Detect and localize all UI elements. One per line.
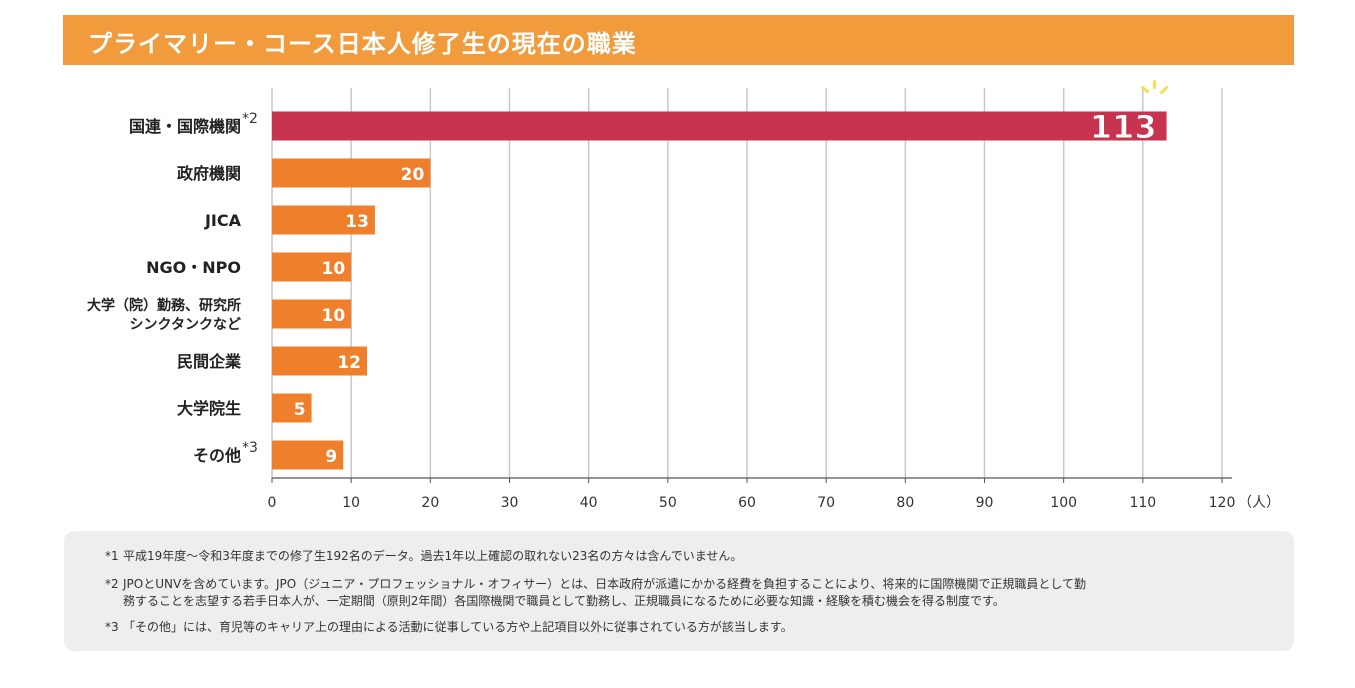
bar bbox=[272, 111, 1167, 141]
notes-box bbox=[64, 531, 1294, 651]
bar bbox=[272, 393, 312, 423]
category-label: 大学（院）勤務、研究所 bbox=[87, 297, 241, 314]
note-text: 「その他」には、育児等のキャリア上の理由による活動に従事している方や上記項目以外… bbox=[123, 620, 793, 634]
x-tick-label: 120 bbox=[1209, 495, 1236, 511]
bar bbox=[272, 158, 431, 188]
x-tick-label: 70 bbox=[817, 495, 835, 511]
x-tick-label: 110 bbox=[1129, 495, 1156, 511]
x-tick-label: 80 bbox=[896, 495, 914, 511]
highlight-burst bbox=[1160, 86, 1169, 94]
bar bbox=[272, 346, 367, 376]
bar-value-label: 113 bbox=[1090, 108, 1157, 146]
bar bbox=[272, 440, 344, 470]
note-mark: *2 bbox=[105, 577, 119, 591]
bar-value-label: 10 bbox=[321, 306, 345, 326]
bar bbox=[272, 299, 352, 329]
category-label: 大学院生 bbox=[177, 399, 241, 418]
bar-value-label: 9 bbox=[325, 447, 337, 467]
category-label: シンクタンクなど bbox=[130, 317, 241, 333]
x-tick-label: 30 bbox=[501, 495, 519, 511]
footnote-marker: *2 bbox=[242, 111, 258, 127]
bar-layer bbox=[272, 111, 1167, 470]
highlight-burst bbox=[1141, 86, 1150, 93]
note-text: 平成19年度〜令和3年度までの修了生192名のデータ。過去1年以上確認の取れない… bbox=[123, 549, 743, 563]
x-tick-label: 90 bbox=[976, 495, 994, 511]
footnote-marker: *3 bbox=[242, 440, 258, 456]
x-tick-label: 50 bbox=[659, 495, 677, 511]
note-mark: *1 bbox=[105, 549, 119, 563]
x-tick-label: 10 bbox=[342, 495, 360, 511]
category-label: 政府機関 bbox=[177, 164, 241, 183]
category-label: 民間企業 bbox=[177, 352, 242, 371]
bar-chart: 0 10 20 30 40 50 60 70 80 90 100 110 120 （人） 113 国連・国際機… bbox=[87, 80, 1280, 511]
bar bbox=[272, 252, 352, 282]
note-text-continued: 務することを志望する若手日本人が、一定期間（原則2年間）各国際機関で職員として勤… bbox=[123, 594, 1005, 608]
note-1: *1 平成19年度〜令和3年度までの修了生192名のデータ。過去1年以上確認の取れ… bbox=[105, 548, 742, 565]
note-text: JPOとUNVを含めています。JPO（ジュニア・プロフェッショナル・オフィサー）… bbox=[123, 577, 1087, 591]
chart-title: プライマリー・コース日本人修了生の現在の職業 bbox=[88, 30, 637, 58]
bar bbox=[272, 205, 375, 235]
x-tick-label: 60 bbox=[738, 495, 756, 511]
bar-value-label: 5 bbox=[294, 400, 306, 420]
title-band bbox=[63, 15, 1294, 65]
bar-value-label: 12 bbox=[337, 353, 361, 373]
note-2: *2 JPOとUNVを含めています。JPO（ジュニア・プロフェッショナル・オフィサ… bbox=[105, 576, 1086, 610]
bar-value-label: 20 bbox=[401, 165, 425, 185]
bar-value-label: 10 bbox=[321, 259, 345, 279]
category-label: NGO・NPO bbox=[146, 258, 241, 277]
bar-value-label: 13 bbox=[345, 212, 369, 232]
category-label: 国連・国際機関 bbox=[129, 117, 241, 136]
note-3: *3 「その他」には、育児等のキャリア上の理由による活動に従事している方や上記項目… bbox=[105, 619, 793, 636]
grid-layer bbox=[271, 88, 1232, 483]
x-tick-label: 100 bbox=[1050, 495, 1077, 511]
category-label: その他 bbox=[193, 446, 241, 465]
category-label: JICA bbox=[204, 211, 242, 230]
x-tick-label: 20 bbox=[421, 495, 439, 511]
note-mark: *3 bbox=[105, 620, 119, 634]
x-axis-unit: （人） bbox=[1238, 495, 1280, 511]
x-tick-label: 40 bbox=[580, 495, 598, 511]
x-tick-label: 0 bbox=[268, 495, 277, 511]
label-layer: 0 10 20 30 40 50 60 70 80 90 100 110 120 （人） 113 国連・国際機… bbox=[87, 80, 1280, 511]
